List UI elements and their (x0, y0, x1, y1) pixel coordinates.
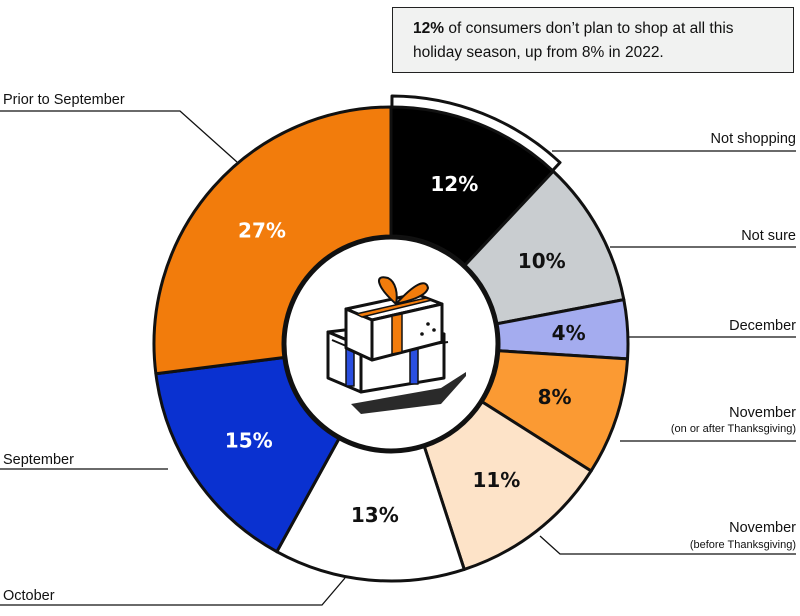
callout-text: of consumers don’t plan to shop at all t… (413, 20, 734, 61)
leader-line (0, 577, 346, 606)
slice-6 (154, 356, 341, 554)
callout-highlight: 12% (413, 20, 445, 37)
category-label: Prior to September (3, 92, 125, 108)
slice-7 (152, 105, 393, 376)
category-sublabel: (on or after Thanksgiving) (671, 423, 796, 435)
category-label: December (729, 318, 796, 334)
category-label: November (729, 405, 796, 421)
slice-value-label: 13% (351, 503, 399, 527)
category-label: September (3, 452, 74, 468)
category-sublabel: (before Thanksgiving) (690, 539, 796, 551)
slice-value-label: 27% (238, 218, 286, 242)
slice-value-label: 15% (225, 429, 273, 453)
slice-value-label: 12% (430, 172, 478, 196)
category-label: November (729, 520, 796, 536)
category-label: October (3, 588, 55, 604)
slice-5 (275, 437, 466, 583)
category-label: Not sure (741, 228, 796, 244)
slice-value-label: 11% (472, 468, 520, 492)
slice-value-label: 8% (538, 385, 572, 409)
category-label: Not shopping (711, 131, 796, 147)
slice-value-label: 4% (552, 321, 586, 345)
leader-line (539, 535, 796, 555)
callout-box: 12% of consumers don’t plan to shop at a… (392, 7, 794, 73)
gift-boxes-icon (326, 276, 466, 414)
slice-value-label: 10% (518, 249, 566, 273)
leader-line (0, 110, 238, 163)
